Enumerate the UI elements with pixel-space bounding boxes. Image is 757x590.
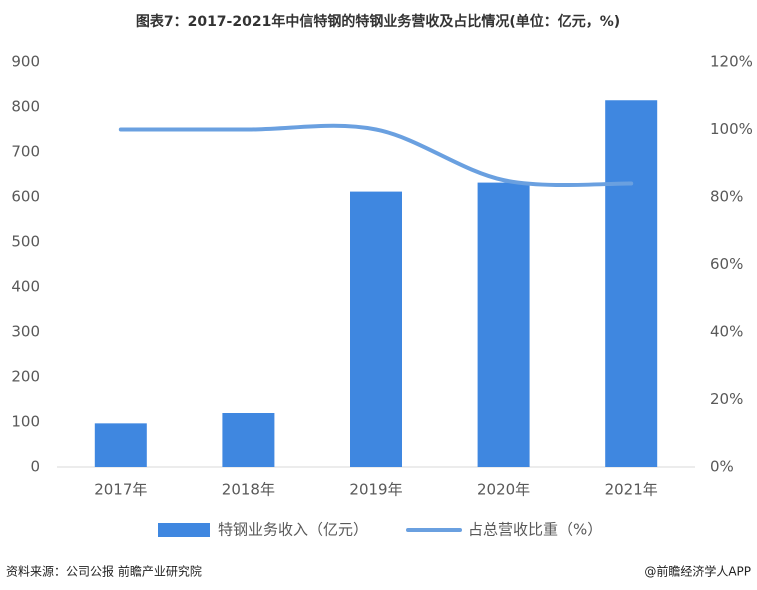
y-tick-label: 700	[11, 143, 40, 161]
bar	[222, 413, 275, 467]
legend-label: 特钢业务收入（亿元）	[218, 521, 368, 539]
y-tick-label: 200	[11, 368, 40, 386]
bar	[94, 423, 147, 467]
y-tick-label: 600	[11, 188, 40, 206]
x-tick-label: 2019年	[349, 481, 402, 499]
source: 资料来源：公司公报 前瞻产业研究院	[6, 564, 202, 579]
line	[118, 123, 634, 188]
y-tick-label: 800	[11, 98, 40, 116]
x-tick-label: 2018年	[222, 481, 275, 499]
y2-tick-label: 0%	[710, 458, 734, 476]
y2-tick-label: 80%	[710, 188, 743, 206]
y-tick-label: 900	[11, 53, 40, 71]
y-tick-label: 0	[30, 458, 40, 476]
chart-title: 图表7：2017-2021年中信特钢的特钢业务营收及占比情况(单位：亿元，%)	[136, 13, 620, 30]
credit: @前瞻经济学人APP	[644, 564, 751, 579]
x-tick-label: 2020年	[477, 481, 530, 499]
legend-swatch	[158, 523, 210, 537]
y-tick-label: 300	[11, 323, 40, 341]
y2-tick-label: 100%	[710, 120, 753, 138]
y2-tick-label: 120%	[710, 53, 753, 71]
y-tick-label: 100	[11, 413, 40, 431]
y2-tick-label: 40%	[710, 323, 743, 341]
y-tick-label: 400	[11, 278, 40, 296]
y2-tick-label: 60%	[710, 255, 743, 273]
y2-tick-label: 20%	[710, 390, 743, 408]
bar	[350, 191, 402, 467]
x-tick-label: 2017年	[94, 481, 147, 499]
y-tick-label: 500	[11, 233, 40, 251]
bar	[605, 100, 658, 467]
x-tick-label: 2021年	[605, 481, 658, 499]
bar	[477, 182, 530, 467]
legend-label: 占总营收比重（%）	[468, 521, 602, 539]
